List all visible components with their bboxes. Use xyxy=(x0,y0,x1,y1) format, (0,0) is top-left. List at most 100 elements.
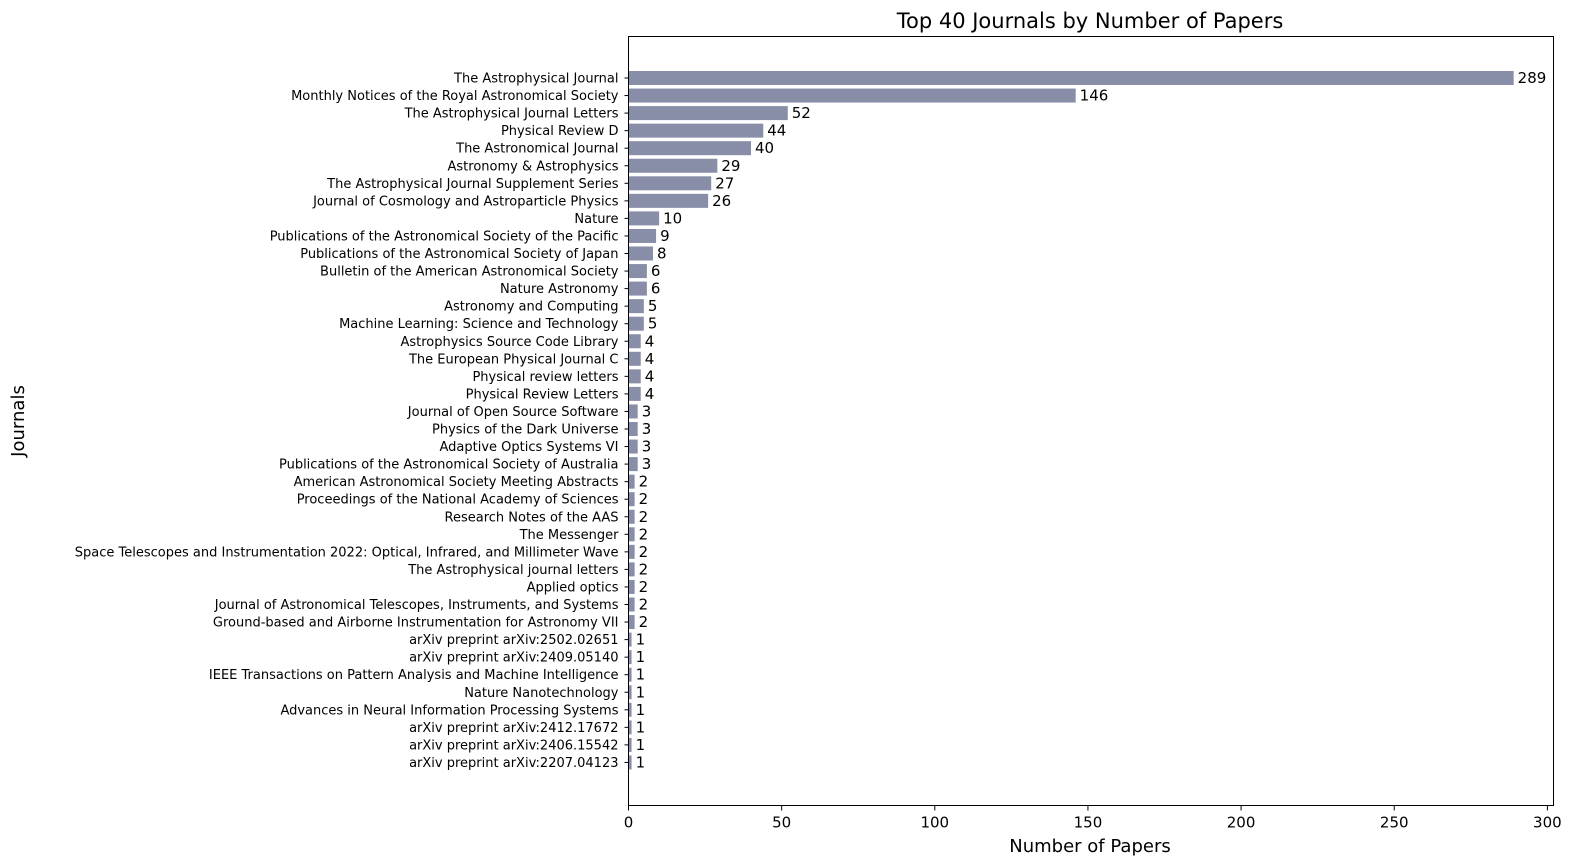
bar-value-label: 1 xyxy=(636,666,646,684)
bar xyxy=(629,457,638,471)
y-tick-label: The Astrophysical Journal Letters xyxy=(404,107,619,122)
y-tick-label: Research Notes of the AAS xyxy=(445,510,619,525)
y-tick-label: Physical review letters xyxy=(472,370,618,385)
y-tick-label: The Astrophysical Journal Supplement Ser… xyxy=(326,177,619,192)
y-tick-label: Proceedings of the National Academy of S… xyxy=(297,493,619,508)
x-tick-label: 300 xyxy=(1533,814,1562,832)
y-tick-label: arXiv preprint arXiv:2412.17672 xyxy=(409,721,618,736)
y-tick-label: arXiv preprint arXiv:2207.04123 xyxy=(409,756,618,771)
y-tick-label: Advances in Neural Information Processin… xyxy=(280,703,618,718)
y-tick-label: Bulletin of the American Astronomical So… xyxy=(320,265,619,280)
bar-value-label: 52 xyxy=(792,104,811,122)
bar xyxy=(629,387,641,401)
bar xyxy=(629,229,657,243)
bar-value-label: 1 xyxy=(636,753,646,771)
bar xyxy=(629,299,644,313)
y-tick-label: The Astrophysical journal letters xyxy=(407,563,619,578)
y-tick-label: Space Telescopes and Instrumentation 202… xyxy=(75,545,619,560)
chart-title: Top 40 Journals by Number of Papers xyxy=(896,9,1284,33)
bar-value-label: 3 xyxy=(642,402,652,420)
bar-value-label: 9 xyxy=(660,227,670,245)
y-tick-label: IEEE Transactions on Pattern Analysis an… xyxy=(209,668,619,683)
y-tick-label: Applied optics xyxy=(527,580,619,595)
y-tick-label: The Messenger xyxy=(519,528,620,543)
bar xyxy=(629,194,709,208)
bar xyxy=(629,580,635,594)
y-tick-label: Publications of the Astronomical Society… xyxy=(279,458,619,473)
bar-value-label: 2 xyxy=(639,596,649,614)
bar-value-label: 3 xyxy=(642,420,652,438)
y-tick-label: The Astronomical Journal xyxy=(455,142,618,157)
bar-value-label: 26 xyxy=(712,192,731,210)
x-tick-label: 100 xyxy=(920,814,949,832)
y-tick-label: Nature Astronomy xyxy=(500,282,619,297)
y-tick-label: Publications of the Astronomical Society… xyxy=(300,247,618,262)
bar-value-label: 5 xyxy=(648,297,658,315)
bar-value-label: 4 xyxy=(645,385,655,403)
bar xyxy=(629,369,641,383)
y-tick-label: Journal of Cosmology and Astroparticle P… xyxy=(312,194,619,209)
bar xyxy=(629,282,647,296)
bar xyxy=(629,527,635,541)
x-tick-label: 50 xyxy=(772,814,791,832)
bar-value-label: 10 xyxy=(663,209,682,227)
bar-value-label: 2 xyxy=(639,578,649,596)
y-tick-label: Machine Learning: Science and Technology xyxy=(339,317,619,332)
y-tick-label: Monthly Notices of the Royal Astronomica… xyxy=(291,89,619,104)
bar-value-label: 4 xyxy=(645,350,655,368)
y-tick-label: Adaptive Optics Systems VI xyxy=(439,440,618,455)
bar-value-label: 1 xyxy=(636,631,646,649)
bar xyxy=(629,106,788,120)
bar-value-label: 29 xyxy=(721,157,740,175)
y-tick-label: American Astronomical Society Meeting Ab… xyxy=(294,475,619,490)
y-tick-label: Nature Nanotechnology xyxy=(464,686,619,701)
y-axis-title: Journals xyxy=(8,385,29,458)
x-tick-label: 250 xyxy=(1380,814,1409,832)
bar-value-label: 289 xyxy=(1518,69,1547,87)
x-tick-label: 0 xyxy=(624,814,634,832)
bar-value-label: 27 xyxy=(715,174,734,192)
bar-value-label: 44 xyxy=(767,122,786,140)
y-tick-label: The European Physical Journal C xyxy=(408,352,619,367)
bar-value-label: 4 xyxy=(645,367,655,385)
bar-value-label: 2 xyxy=(639,508,649,526)
bar xyxy=(629,492,635,506)
bar-value-label: 1 xyxy=(636,718,646,736)
bar-value-label: 1 xyxy=(636,648,646,666)
bar xyxy=(629,545,635,559)
bar xyxy=(629,176,712,190)
bar xyxy=(629,562,635,576)
bar xyxy=(629,475,635,489)
bar xyxy=(629,598,635,612)
bar xyxy=(629,89,1076,103)
bar-value-label: 4 xyxy=(645,332,655,350)
y-tick-label: The Astrophysical Journal xyxy=(453,72,618,87)
bar-value-label: 40 xyxy=(755,139,774,157)
y-tick-label: Astrophysics Source Code Library xyxy=(400,335,618,350)
bar xyxy=(629,440,638,454)
y-tick-label: Astronomy and Computing xyxy=(444,300,618,315)
bar xyxy=(629,141,752,155)
y-tick-label: arXiv preprint arXiv:2406.15542 xyxy=(409,738,618,753)
y-tick-label: Journal of Astronomical Telescopes, Inst… xyxy=(214,598,619,613)
bar-value-label: 2 xyxy=(639,473,649,491)
y-tick-label: Physics of the Dark Universe xyxy=(432,423,619,438)
y-tick-label: Physical Review Letters xyxy=(466,387,619,402)
bar-value-label: 6 xyxy=(651,262,661,280)
bar xyxy=(629,422,638,436)
bar xyxy=(629,352,641,366)
bars-layer: The Astrophysical Journal 289 Monthly Noti… xyxy=(75,69,1547,771)
x-tick-label: 150 xyxy=(1074,814,1103,832)
bar xyxy=(629,71,1514,85)
bar xyxy=(629,264,647,278)
bar xyxy=(629,317,644,331)
bar xyxy=(629,615,635,629)
bar-value-label: 6 xyxy=(651,280,661,298)
x-axis-title: Number of Papers xyxy=(1009,836,1170,857)
y-tick-label: Ground-based and Airborne Instrumentatio… xyxy=(213,616,619,631)
y-tick-label: Nature xyxy=(574,212,618,227)
bar xyxy=(629,334,641,348)
x-tick-label: 200 xyxy=(1227,814,1256,832)
y-tick-label: arXiv preprint arXiv:2502.02651 xyxy=(409,633,618,648)
bar-value-label: 3 xyxy=(642,438,652,456)
